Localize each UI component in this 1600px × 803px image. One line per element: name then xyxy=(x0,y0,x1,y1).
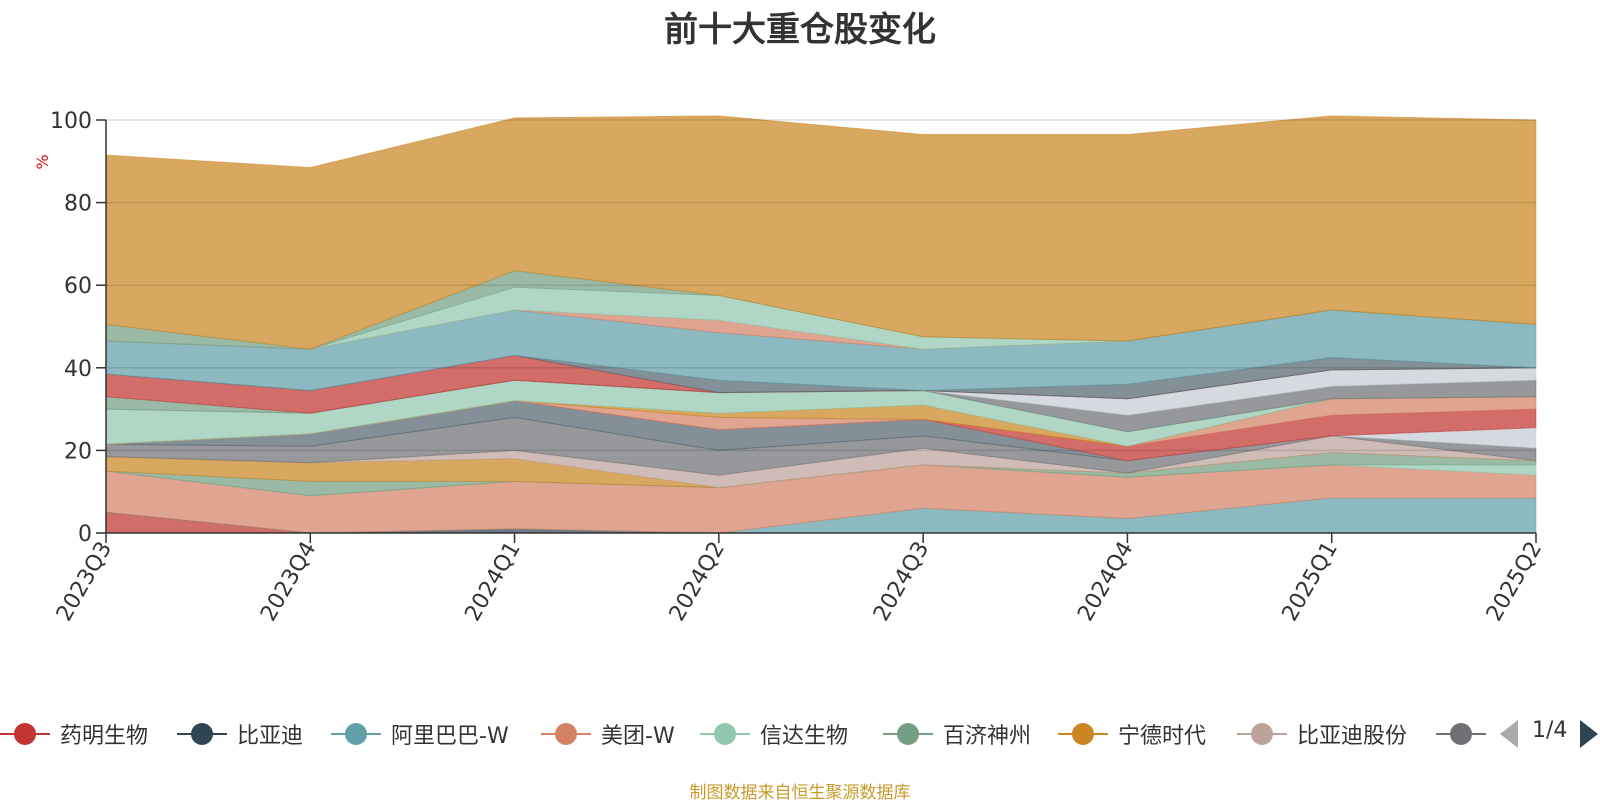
legend-label-2: 阿里巴巴-W xyxy=(391,724,509,749)
y-tick-label-5: 100 xyxy=(50,109,92,134)
legend-swatch-6 xyxy=(1058,712,1108,756)
legend-item-3[interactable]: 美团-W xyxy=(541,712,675,756)
x-tick-labels: 2023Q3 2023Q4 2024Q1 2024Q2 2024Q3 2024Q4 2025… xyxy=(52,538,1547,626)
legend-label-5: 百济神州 xyxy=(943,724,1032,749)
legend-label-7: 比亚迪股份 xyxy=(1297,724,1408,749)
x-tick-label-5: 2024Q4 xyxy=(1073,538,1138,626)
legend-swatch-1 xyxy=(177,712,227,756)
x-tick-label-2: 2024Q1 xyxy=(460,538,525,626)
legend-item-6[interactable]: 宁德时代 xyxy=(1058,712,1206,756)
legend-swatch-8 xyxy=(1436,712,1486,756)
area-series-24 xyxy=(105,115,1537,350)
pager-page-indicator: 1/4 xyxy=(1532,718,1568,743)
legend-item-0[interactable]: 药明生物 xyxy=(0,712,148,756)
pager-next-arrow-icon[interactable] xyxy=(1580,720,1598,748)
y-tick-labels: 0 20 40 60 80 100 xyxy=(50,109,92,547)
y-tick-label-1: 20 xyxy=(64,439,92,464)
legend-label-3: 美团-W xyxy=(601,724,675,749)
grid-lines xyxy=(106,119,1536,452)
legend-item-7[interactable]: 比亚迪股份 xyxy=(1237,712,1407,756)
pager-prev-arrow-icon[interactable] xyxy=(1500,720,1518,748)
x-tick-label-1: 2023Q4 xyxy=(256,538,321,626)
y-tick-label-0: 0 xyxy=(78,522,92,547)
x-tick-label-7: 2025Q2 xyxy=(1482,538,1547,626)
legend-swatch-0 xyxy=(0,712,50,756)
source-note: 制图数据来自恒生聚源数据库 xyxy=(689,783,911,803)
legend-label-6: 宁德时代 xyxy=(1118,724,1207,749)
legend-pager: 1/4 xyxy=(1500,712,1600,756)
x-tick-label-3: 2024Q2 xyxy=(665,538,730,626)
legend-item-5[interactable]: 百济神州 xyxy=(883,712,1031,756)
legend-swatch-2 xyxy=(331,712,381,756)
x-tick-label-6: 2025Q1 xyxy=(1278,538,1343,626)
x-tick-label-0: 2023Q3 xyxy=(52,538,117,626)
x-tick-label-4: 2024Q3 xyxy=(869,538,934,626)
legend-swatch-5 xyxy=(883,712,933,756)
legend-swatch-7 xyxy=(1237,712,1287,756)
legend-item-1[interactable]: 比亚迪 xyxy=(177,712,303,756)
axes xyxy=(96,119,1537,543)
area-layers xyxy=(105,115,1537,534)
legend: 药明生物 比亚迪 阿里巴巴-W 美团-W 信达生物 百济神州 宁德时代 比亚迪股份 1/4 xyxy=(0,712,1600,756)
y-tick-label-2: 40 xyxy=(64,357,92,382)
legend-swatch-4 xyxy=(700,712,750,756)
legend-label-1: 比亚迪 xyxy=(237,724,304,749)
chart-title: 前十大重仓股变化 xyxy=(664,10,936,50)
y-tick-label-3: 60 xyxy=(64,274,92,299)
legend-swatch-3 xyxy=(541,712,591,756)
y-axis-label: % xyxy=(33,154,52,169)
legend-label-4: 信达生物 xyxy=(760,724,849,749)
legend-item-8[interactable] xyxy=(1436,712,1486,756)
legend-label-0: 药明生物 xyxy=(60,724,149,749)
legend-item-2[interactable]: 阿里巴巴-W xyxy=(331,712,509,756)
y-tick-label-4: 80 xyxy=(64,192,92,217)
legend-item-4[interactable]: 信达生物 xyxy=(700,712,848,756)
